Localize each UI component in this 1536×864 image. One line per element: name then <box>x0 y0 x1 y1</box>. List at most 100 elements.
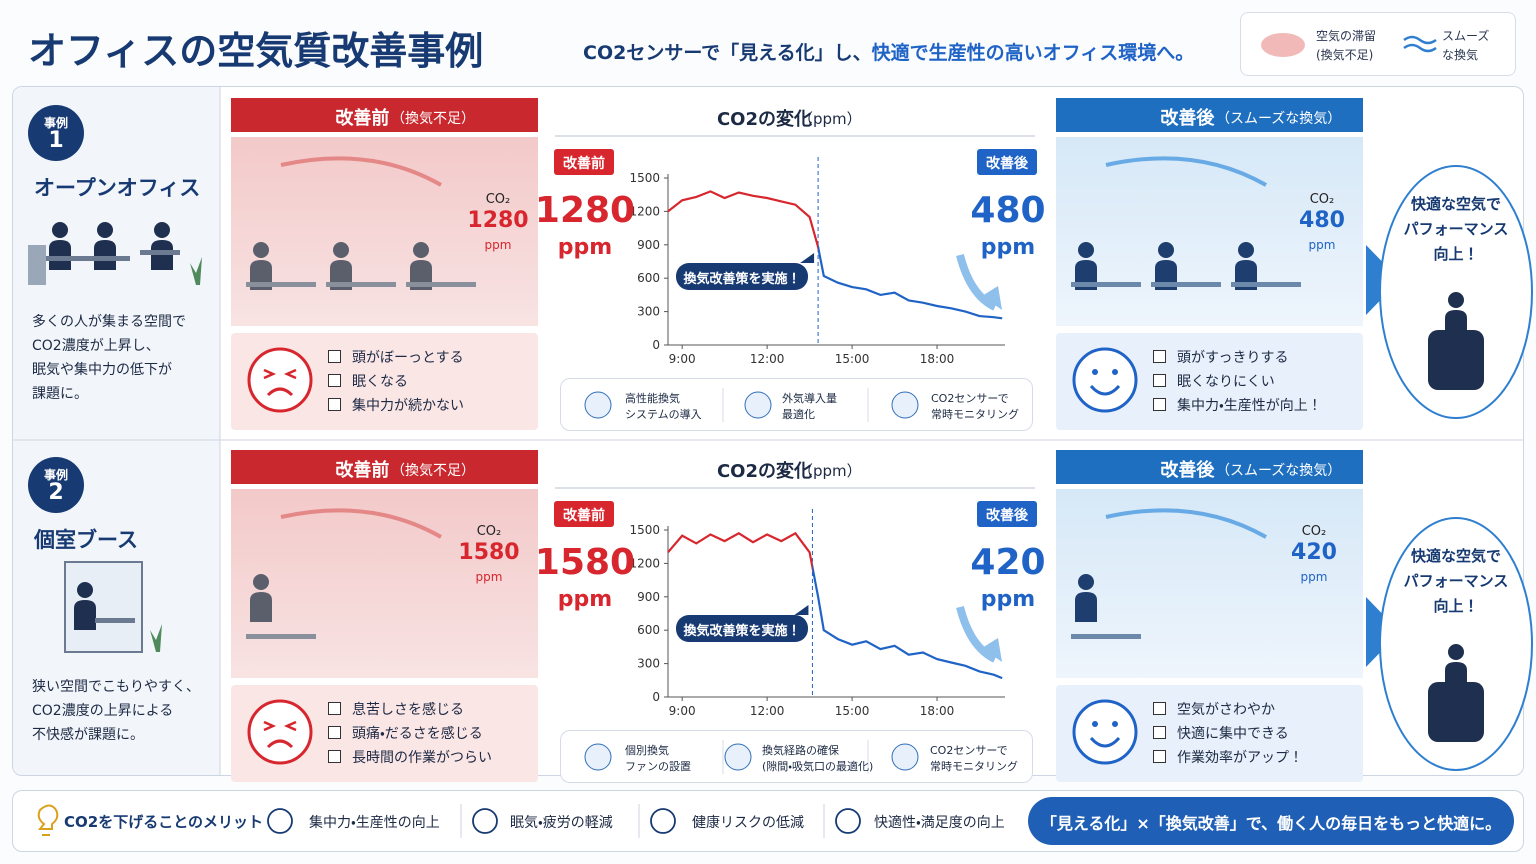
footer-message: 「見える化」×「換気改善」で、働く人の毎日をもっと快適に。 <box>1040 814 1502 833</box>
desk <box>140 250 180 255</box>
annotation-bubble <box>676 615 808 642</box>
case-description: 眠気や集中力の低下が <box>32 362 172 378</box>
chart-title: CO2の変化 <box>716 109 813 130</box>
result-person-suit <box>1428 682 1484 742</box>
face <box>1072 699 1138 765</box>
person-head <box>154 222 170 238</box>
after-image <box>1056 489 1363 678</box>
face <box>247 699 313 765</box>
legend-icon-stagnant <box>1261 33 1305 57</box>
y-tick-label: 900 <box>637 238 660 252</box>
co2-line <box>667 190 1003 320</box>
before-co2-value: 1280 <box>467 208 529 233</box>
y-tick-label: 300 <box>637 657 660 671</box>
cabinet <box>28 245 46 285</box>
before-header-note: （換気不足） <box>391 111 475 127</box>
person-head <box>1238 242 1254 258</box>
desk <box>406 282 476 287</box>
measure-text: (隙間・吸気口の最適化) <box>762 760 874 773</box>
y-tick-label: 1200 <box>629 556 660 570</box>
checkbox <box>328 702 341 715</box>
measure-icon <box>584 743 612 771</box>
benefit-text: 快適性・満足度の向上 <box>874 815 1005 831</box>
case-description: CO2濃度が上昇し、 <box>32 338 160 354</box>
person-head <box>413 242 429 258</box>
plant <box>150 624 162 652</box>
before-symptom: 眠くなる <box>352 374 408 390</box>
y-tick-label: 300 <box>637 305 660 319</box>
measure-text: 最適化 <box>782 408 815 421</box>
desk <box>246 282 316 287</box>
after-tag <box>977 149 1037 175</box>
checkbox <box>328 750 341 763</box>
before-tag-text: 改善前 <box>563 508 605 524</box>
case-badge <box>28 105 84 161</box>
x-tick-label: 9:00 <box>669 352 696 366</box>
measure-icon <box>891 391 919 419</box>
before-symptom: 集中力が続かない <box>352 398 464 414</box>
measure-text: CO2センサーで <box>930 744 1008 757</box>
annotation-text: 換気改善策を実施！ <box>683 272 801 287</box>
checkbox <box>1153 726 1166 739</box>
case-badge-label: 事例 <box>43 116 69 130</box>
before-header-title: 改善前 <box>335 108 390 129</box>
case-name: 個室ブース <box>34 528 138 552</box>
checkbox <box>1153 398 1166 411</box>
before-tag-text: 改善前 <box>563 156 605 172</box>
face-mouth <box>266 387 294 397</box>
person-head <box>1078 242 1094 258</box>
checkbox <box>328 350 341 363</box>
after-header <box>1056 450 1363 484</box>
chart-title-unit: （ppm） <box>798 110 862 128</box>
left-column-bg <box>13 87 220 775</box>
after-tag <box>977 501 1037 527</box>
x-tick-label: 12:00 <box>750 352 785 366</box>
annotation-pointer <box>794 605 809 615</box>
result-text: 快適な空気で <box>1410 195 1502 213</box>
after-header-title: 改善後 <box>1160 108 1215 129</box>
x-tick-label: 15:00 <box>835 352 870 366</box>
checkbox <box>1153 350 1166 363</box>
before-unit: ppm <box>557 235 613 260</box>
measure-text: 高性能換気 <box>625 392 680 405</box>
annotation-text: 換気改善策を実施！ <box>683 624 801 639</box>
case-description: 多くの人が集まる空間で <box>32 314 186 330</box>
face-eye <box>1112 369 1118 375</box>
x-tick-label: 9:00 <box>669 704 696 718</box>
after-image <box>1056 137 1363 326</box>
title: オフィスの空気質改善事例 <box>28 29 484 73</box>
person-body <box>74 600 96 630</box>
before-symptom: 息苦しさを感じる <box>352 702 464 718</box>
person-head <box>1158 242 1174 258</box>
legend-label: な換気 <box>1442 48 1479 62</box>
subtitle: CO2センサーで「見える化」し、快適で生産性の高いオフィス環境へ。 <box>583 38 1194 65</box>
y-tick-label: 600 <box>637 623 660 637</box>
person-head <box>97 222 113 238</box>
benefit-text: 集中力・生産性の向上 <box>309 815 440 831</box>
result-text: パフォーマンス <box>1403 220 1509 238</box>
checkbox <box>1153 702 1166 715</box>
before-co2-label: CO₂ <box>485 192 511 207</box>
co2-line <box>667 531 1003 680</box>
measure-text: CO2センサーで <box>931 392 1009 405</box>
measure-text: 外気導入量 <box>782 392 837 405</box>
person-head <box>1078 574 1094 590</box>
measure-text: 常時モニタリング <box>930 760 1018 773</box>
person-body <box>49 240 71 270</box>
benefit-icon <box>835 808 861 834</box>
y-tick-label: 1500 <box>629 171 660 185</box>
measure-text: システムの導入 <box>625 408 702 421</box>
trend-arrowhead <box>982 286 1002 310</box>
face-eye <box>1092 369 1098 375</box>
after-tag-text: 改善後 <box>986 156 1028 172</box>
case-badge-label: 事例 <box>43 468 69 482</box>
person-body <box>1075 592 1097 622</box>
measure-text: 個別換気 <box>625 744 669 757</box>
y-tick-label: 0 <box>652 338 660 352</box>
checkbox <box>328 726 341 739</box>
after-symptom: 頭がすっきりする <box>1177 350 1289 366</box>
benefit-icon <box>267 808 293 834</box>
before-image <box>231 137 538 326</box>
after-symptom: 空気がさわやか <box>1177 702 1275 718</box>
